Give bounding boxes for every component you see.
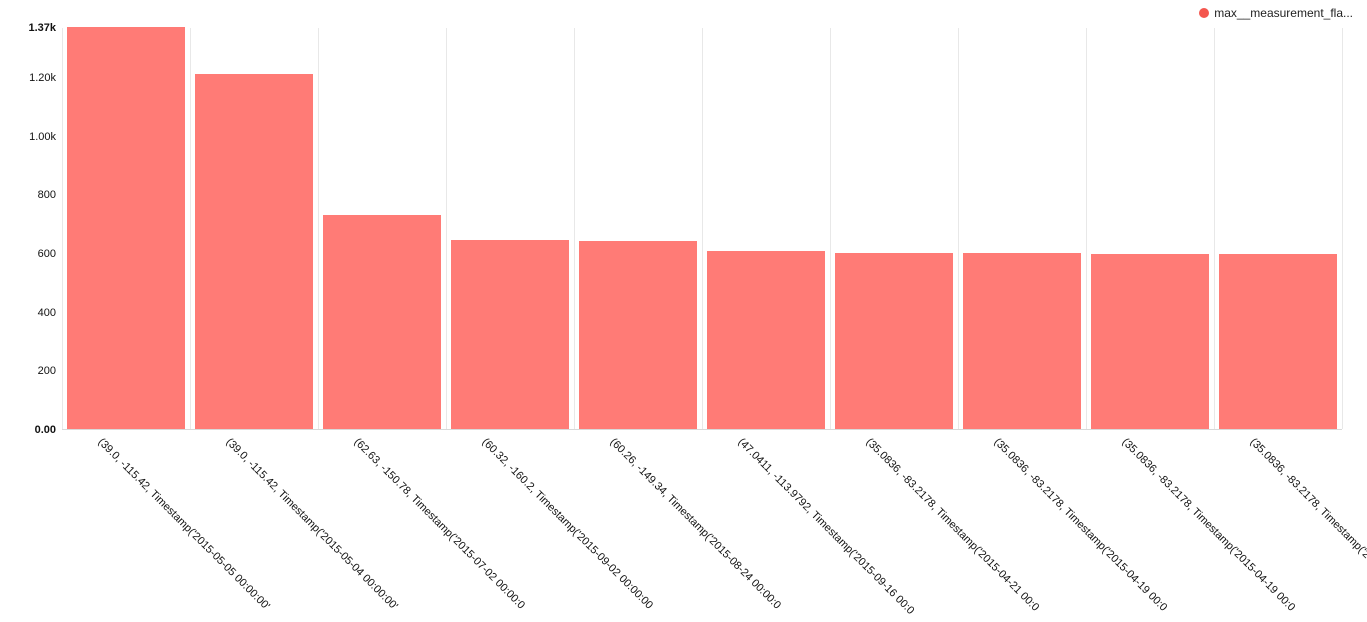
x-tick-label: (35.0836, -83.2178, Timestamp('2015-04-1…	[1247, 436, 1367, 609]
y-tick-label: 1.37k	[28, 22, 56, 34]
y-tick-label: 1.20k	[29, 72, 56, 84]
y-tick-label: 1.00k	[29, 131, 56, 143]
x-tick-label: (60.26, -149.34, Timestamp('2015-08-24 0…	[607, 436, 784, 612]
gridline	[62, 28, 63, 429]
legend-marker-icon	[1199, 8, 1210, 18]
legend[interactable]: max__measurement_fla...	[1199, 6, 1353, 20]
x-tick-label: (62.63, -150.78, Timestamp('2015-07-02 0…	[351, 436, 528, 612]
x-tick-label: (60.32, -160.2, Timestamp('2015-09-02 00…	[479, 436, 656, 612]
plot-area	[62, 27, 1343, 430]
y-tick-label: 200	[37, 365, 56, 377]
bar-6[interactable]	[707, 251, 825, 429]
bar-3[interactable]	[323, 215, 441, 429]
x-tick-label: (39.0, -115.42, Timestamp('2015-05-04 00…	[223, 436, 401, 613]
bar-9[interactable]	[1091, 254, 1209, 429]
bar-7[interactable]	[835, 253, 953, 429]
gridline	[1342, 28, 1343, 429]
bar-4[interactable]	[451, 240, 569, 429]
y-axis: 1.37k 1.20k 1.00k 800 600 400 200 0.00	[0, 0, 56, 622]
bar-2[interactable]	[195, 74, 313, 429]
legend-series-label: max__measurement_fla...	[1214, 6, 1353, 20]
gridline	[1214, 28, 1215, 429]
gridline	[830, 28, 831, 429]
x-tick-label: (35.0836, -83.2178, Timestamp('2015-04-1…	[991, 436, 1170, 614]
y-tick-label: 400	[37, 307, 56, 319]
bar-10[interactable]	[1219, 254, 1337, 429]
x-tick-label: (35.0836, -83.2178, Timestamp('2015-04-1…	[1119, 436, 1298, 614]
bar-5[interactable]	[579, 241, 697, 429]
y-tick-label: 600	[37, 248, 56, 260]
gridline	[1086, 28, 1087, 429]
x-tick-label: (39.0, -115.42, Timestamp('2015-05-05 00…	[95, 436, 273, 613]
x-tick-label: (35.0836, -83.2178, Timestamp('2015-04-2…	[863, 436, 1042, 614]
y-tick-label: 0.00	[34, 424, 56, 436]
gridline	[446, 28, 447, 429]
x-tick-label: (47.0411, -113.9792, Timestamp('2015-09-…	[735, 436, 917, 617]
gridline	[702, 28, 703, 429]
bar-1[interactable]	[67, 27, 185, 429]
y-tick-label: 800	[37, 189, 56, 201]
gridline	[190, 28, 191, 429]
gridline	[958, 28, 959, 429]
gridline	[318, 28, 319, 429]
bar-8[interactable]	[963, 253, 1081, 429]
gridline	[574, 28, 575, 429]
